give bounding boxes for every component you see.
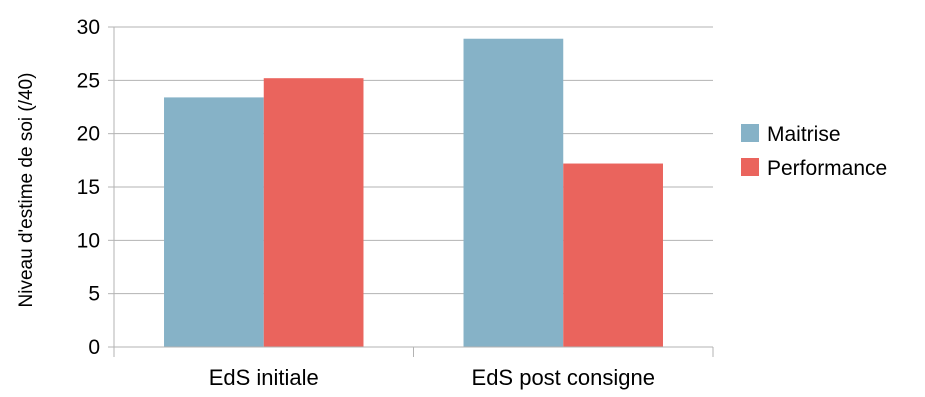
y-tick-label: 30 (77, 16, 100, 39)
legend-swatch-maitrise (741, 124, 759, 142)
x-tick-label: EdS initiale (209, 365, 319, 390)
bars (164, 38, 663, 348)
y-tick-label: 0 (88, 336, 100, 359)
x-tick-label: EdS post consigne (472, 365, 655, 390)
legend: Maitrise Performance (741, 123, 887, 180)
y-tick-label: 15 (77, 176, 100, 199)
axes (108, 26, 714, 357)
y-tick-label: 10 (77, 229, 100, 252)
bar-performance-2 (563, 163, 663, 347)
legend-label-maitrise: Maitrise (767, 123, 841, 146)
legend-label-performance: Performance (767, 157, 887, 180)
y-tick-label: 5 (88, 283, 100, 306)
bar-maitrise-1 (164, 97, 264, 348)
axis-labels: 0 5 10 15 20 25 30 EdS initiale EdS post consign… (77, 16, 655, 390)
bar-performance-1 (263, 78, 364, 347)
y-axis-title: Niveau d'estime de soi (/40) (16, 73, 37, 308)
y-tick-label: 25 (77, 69, 100, 92)
bar-maitrise-2 (463, 38, 564, 347)
legend-swatch-performance (741, 158, 759, 176)
y-tick-label: 20 (77, 123, 100, 146)
